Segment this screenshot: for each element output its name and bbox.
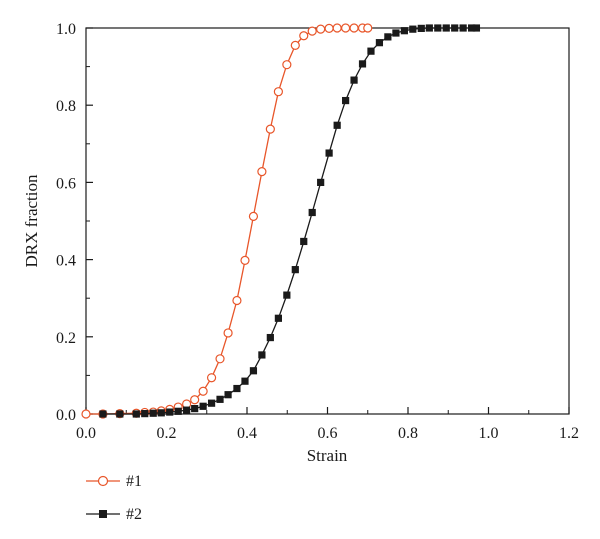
data-point [308,208,316,217]
series-line [102,27,477,415]
y-tick-label: 0.8 [56,98,76,115]
data-point [358,60,367,68]
y-tick-label: 0.0 [56,407,76,424]
data-point [434,24,442,32]
data-point [233,384,241,393]
legend-item-1: #1 [86,473,142,490]
data-point [467,24,476,32]
data-point [317,178,325,186]
legend-item-2: #2 [86,506,142,523]
data-point [166,408,174,416]
y-tick-label: 0.6 [56,175,76,192]
axis-ticks [85,27,570,415]
data-point [425,24,433,32]
data-point [299,31,309,41]
data-point [198,386,208,396]
data-point [183,406,191,414]
data-point [240,255,250,265]
data-point [149,409,157,417]
data-point [375,39,384,47]
data-point [132,410,140,418]
legend-marker [97,475,109,487]
series-line [86,27,368,415]
data-point [332,23,342,33]
y-tick-label: 0.4 [56,253,76,270]
data-point [417,24,425,32]
x-tick-label: 0.2 [157,425,177,442]
data-point [273,87,283,97]
x-tick-label: 1.0 [479,425,499,442]
data-point [384,33,392,41]
data-point [224,391,232,399]
data-point [174,407,182,415]
data-point [116,410,124,418]
legend-label: #2 [126,506,142,523]
series-layer [81,23,481,419]
y-axis-label: DRX fraction [22,174,41,268]
data-point [459,24,467,32]
data-point [207,399,216,407]
y-tick-label: 1.0 [56,21,76,38]
data-point [258,351,266,359]
data-point [99,410,107,418]
data-point [283,291,291,299]
data-point [409,25,417,33]
data-point [451,24,459,32]
x-tick-label: 0.0 [76,425,96,442]
data-point [300,237,308,246]
data-point [282,60,292,70]
x-tick-label: 0.6 [318,425,338,442]
data-point [363,23,373,33]
axis-tick-labels: 0.0 0.2 0.4 0.6 0.8 1.0 1.2 0.0 0.2 0.4 0.6 0.8 1.0 [56,21,579,442]
data-point [333,121,341,129]
data-point [257,166,267,177]
data-point [81,409,91,419]
x-axis-label: Strain [307,446,348,465]
data-point [215,354,225,364]
data-point [350,76,358,84]
data-point [241,377,249,385]
data-point [442,24,450,32]
data-point [206,373,217,383]
data-point [472,24,481,32]
series-2 [99,24,481,418]
data-point [290,40,300,50]
series-1 [81,23,373,419]
data-point [349,23,359,33]
data-point [307,26,317,36]
data-point [157,409,165,417]
data-point [324,23,334,33]
legend: #1 #2 [86,473,142,523]
data-point [291,266,299,274]
data-point [191,404,199,413]
x-tick-label: 1.2 [559,425,579,442]
legend-label: #1 [126,473,142,490]
data-point [223,328,233,338]
plot-frame [85,27,570,415]
data-point [341,23,351,33]
data-point [325,149,333,157]
data-point [248,211,259,221]
x-tick-label: 0.4 [237,425,257,442]
data-point [190,395,200,405]
data-point [274,314,282,322]
y-tick-label: 0.2 [56,330,76,347]
data-point [216,395,224,403]
data-point [367,47,375,55]
data-point [232,295,242,306]
legend-marker [99,510,107,518]
data-point [316,24,326,34]
data-point [199,402,207,410]
data-point [392,29,400,37]
data-point [249,367,258,375]
data-point [141,410,149,418]
data-point [342,96,350,105]
data-point [400,27,408,35]
x-tick-label: 0.8 [398,425,418,442]
data-point [266,333,274,342]
data-point [265,124,275,134]
